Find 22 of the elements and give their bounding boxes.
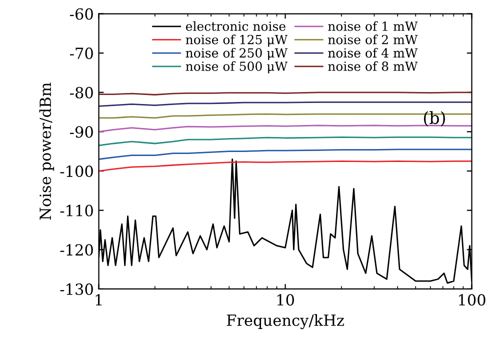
legend-label: noise of 1 mW [328,21,418,31]
x-tick-label: 10 [277,294,294,306]
y-tick-label: -120 [60,244,93,256]
y-tick-label: -100 [60,165,93,178]
x-tick-label: 1 [96,294,102,306]
y-tick-label: -70 [70,48,93,60]
y-tick-label: -130 [60,283,93,295]
x-axis-title: Frequency/kHz [226,314,344,330]
y-tick-label: -90 [70,126,93,138]
x-tick-label: 100 [459,294,486,306]
legend-label: electronic noise [186,21,286,31]
legend-label: noise of 250 μW [186,48,288,60]
y-tick-label: -110 [60,204,93,216]
annotation: (b) [424,111,445,126]
legend-label: noise of 2 mW [328,34,418,44]
legend-label: noise of 8 mW [328,61,418,71]
y-tick-label: -80 [70,86,93,98]
legend-label: noise of 125 μW [186,34,288,47]
y-tick-label: -60 [70,8,93,20]
legend-label: noise of 4 mW [328,48,418,58]
legend-label: noise of 500 μW [186,61,288,74]
y-axis-title: Noise power/dBm [39,82,54,220]
